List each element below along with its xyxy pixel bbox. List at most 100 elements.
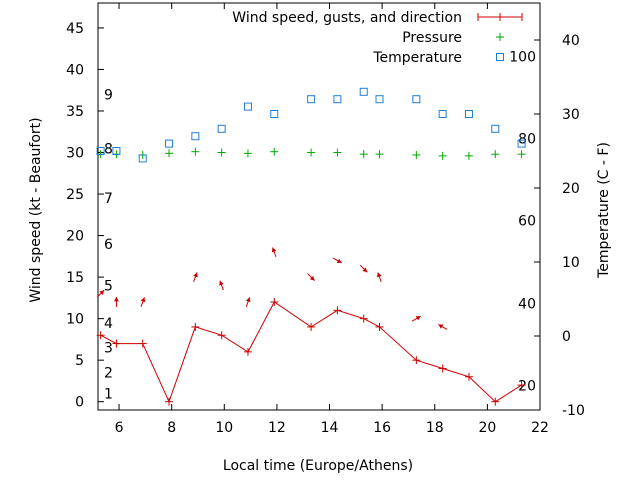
wind-speed-line — [100, 301, 522, 404]
arrow-head — [219, 280, 224, 286]
temperature-point — [165, 139, 174, 148]
temperature-point — [333, 95, 342, 104]
temperature-point — [96, 147, 105, 155]
arrow-head — [415, 316, 421, 321]
arrow-head — [336, 258, 342, 263]
y2-tick-label: -10 — [562, 403, 585, 419]
wind-direction-arrow — [359, 264, 368, 273]
legend-swatch-temperature — [496, 53, 504, 61]
wind-direction-arrow — [245, 297, 251, 307]
wind-speed-point — [464, 372, 473, 381]
wind-direction-arrow — [193, 272, 198, 282]
y-tick-label: 5 — [75, 353, 84, 369]
fahrenheit-label: 40 — [518, 296, 536, 312]
wind-speed-point — [307, 322, 316, 331]
wind-speed-point — [270, 298, 279, 307]
fahrenheit-label: 60 — [518, 214, 536, 230]
wind-direction-arrow — [219, 280, 224, 291]
pressure-point — [491, 150, 500, 159]
arrow-head — [245, 297, 251, 303]
temperature-point — [375, 95, 384, 104]
arrow-head — [309, 275, 315, 281]
wind-speed-point — [243, 347, 252, 356]
temperature-point — [138, 154, 147, 163]
y-tick-label: 15 — [66, 270, 84, 286]
pressure-point — [359, 150, 368, 159]
beaufort-label: 9 — [104, 87, 113, 103]
y-tick-label: 30 — [66, 146, 84, 162]
x-tick-label: 8 — [167, 420, 176, 436]
pressure-point — [270, 147, 279, 156]
temperature-point — [517, 139, 526, 148]
plot-frame — [97, 2, 541, 411]
tick-group: 6 8 10 12 14 16 18 20 22051015202530354045-10010… — [66, 3, 585, 436]
y2-tick-label: 20 — [562, 181, 580, 197]
beaufort-label: 3 — [104, 341, 113, 357]
pressure-point — [217, 148, 226, 157]
wind-speed-point — [333, 306, 342, 315]
wind-speed-point — [438, 364, 447, 373]
beaufort-label: 2 — [104, 366, 113, 382]
temperature-point — [270, 110, 279, 118]
y-tick-label: 35 — [66, 104, 84, 120]
wind-direction-arrow — [271, 247, 277, 258]
y-tick-label: 45 — [66, 21, 84, 37]
wind-speed-point — [517, 381, 526, 390]
y2-tick-label: 0 — [562, 329, 571, 345]
beaufort-label: 7 — [104, 191, 113, 207]
pressure-point — [375, 150, 384, 159]
x-tick-label: 14 — [321, 420, 339, 436]
legend-label-pressure: Pressure — [402, 30, 462, 46]
wind-direction-arrow — [438, 324, 448, 330]
x-tick-label: 22 — [531, 420, 549, 436]
wind-speed-point — [412, 356, 421, 365]
legend-label-wind: Wind speed, gusts, and direction — [232, 10, 462, 26]
temperature-point — [412, 95, 421, 104]
wind-speed-point — [491, 397, 500, 406]
x-tick-label: 20 — [478, 420, 496, 436]
arrow-head — [377, 272, 382, 278]
y-tick-label: 0 — [75, 395, 84, 411]
x-tick-label: 10 — [215, 420, 233, 436]
pressure-point — [412, 151, 421, 160]
beaufort-label: 5 — [104, 278, 113, 294]
fahrenheit-label: 20 — [518, 379, 536, 395]
arrow-head — [362, 267, 368, 273]
wind-direction-arrow — [332, 257, 342, 264]
wind-speed-point — [375, 322, 384, 331]
wind-speed-point — [138, 339, 147, 348]
legend-label-temperature: Temperature — [372, 50, 462, 66]
y-tick-label: 20 — [66, 229, 84, 245]
arrow-head — [271, 247, 277, 253]
series-group — [96, 87, 526, 406]
temperature-point — [112, 147, 121, 155]
fahrenheit-label: 80 — [518, 131, 536, 147]
beaufort-label: 4 — [104, 316, 113, 332]
temperature-point — [217, 124, 226, 133]
wind-direction-arrow — [96, 289, 105, 298]
wind-direction-arrow — [114, 297, 119, 308]
arrow-head — [140, 297, 146, 303]
arrow-head — [114, 297, 119, 302]
beaufort-label: 1 — [104, 386, 113, 402]
pressure-point — [243, 149, 252, 158]
plot-frame-group — [97, 2, 541, 411]
x-tick-label: 6 — [115, 420, 124, 436]
pressure-point — [307, 148, 316, 157]
legend: Wind speed, gusts, and direction Pressure… — [232, 10, 523, 66]
x-tick-label: 16 — [373, 420, 391, 436]
wind-direction-arrow — [307, 273, 315, 281]
y-tick-label: 40 — [66, 62, 84, 78]
pressure-point — [517, 150, 526, 159]
arrow-head — [99, 290, 105, 295]
wind-speed-point — [359, 314, 368, 323]
temperature-point — [359, 87, 368, 96]
arrow-head — [193, 272, 198, 278]
y-tick-label: 10 — [66, 312, 84, 328]
x-tick-label: 18 — [426, 420, 444, 436]
fahrenheit-label: 100 — [509, 49, 536, 65]
pressure-point — [438, 151, 447, 160]
temperature-point — [464, 110, 473, 118]
wind-speed-point — [165, 397, 174, 406]
